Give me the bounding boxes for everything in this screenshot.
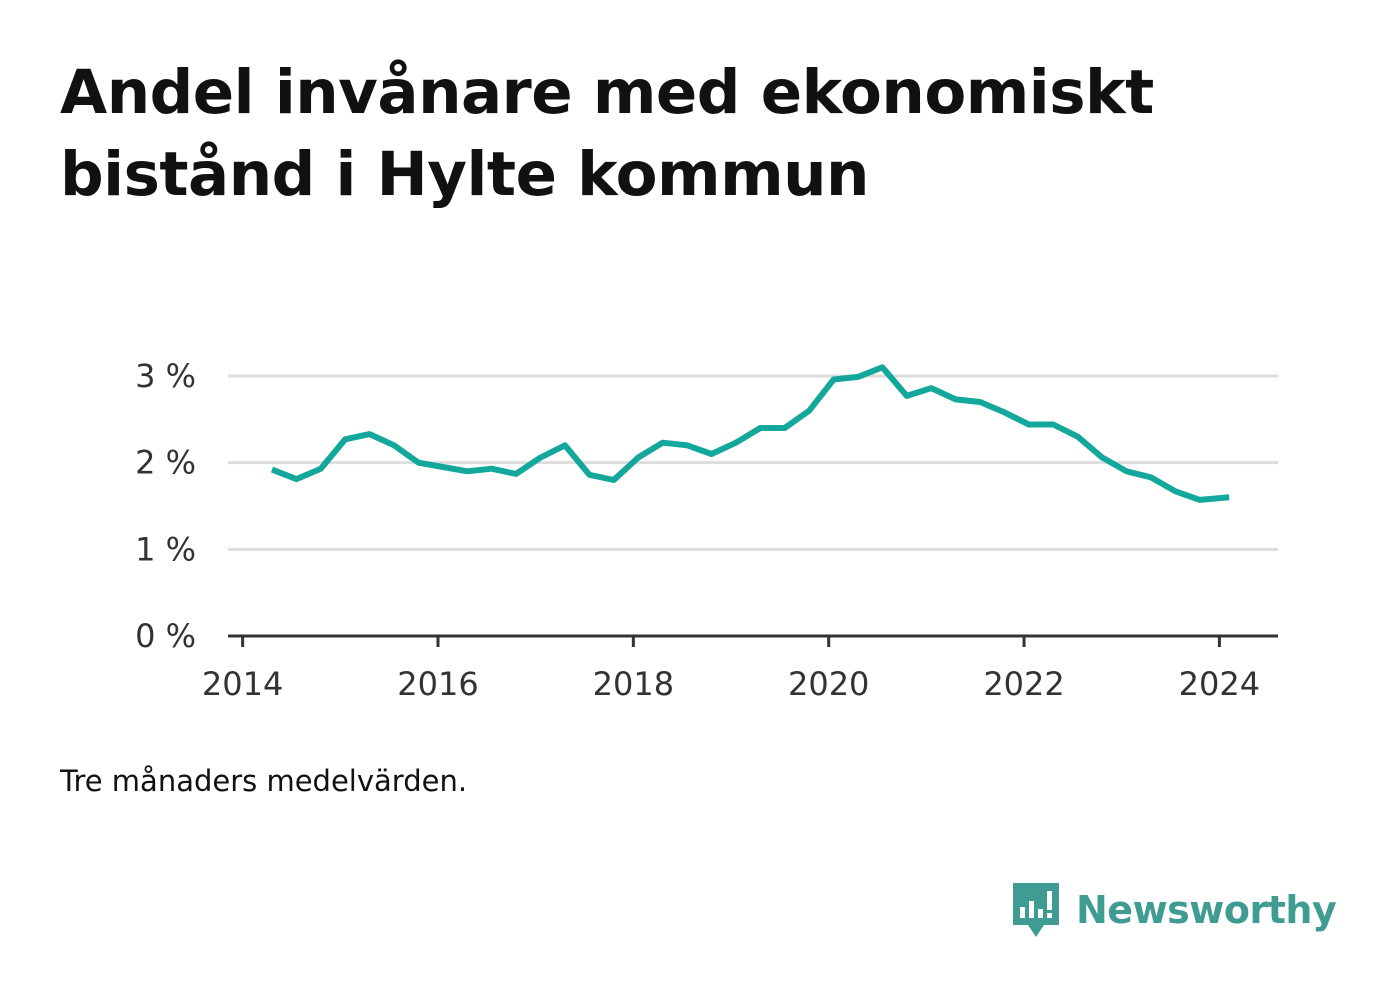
x-tick-label: 2018	[593, 665, 674, 703]
brand-name: Newsworthy	[1076, 888, 1337, 932]
chart-note: Tre månaders medelvärden.	[60, 764, 468, 798]
x-tick-label: 2022	[983, 665, 1064, 703]
x-axis	[228, 634, 1278, 647]
line-chart: 0 % 1 % 2 % 3 % 2014 2016 2018 2020 2022 2024	[135, 357, 1278, 703]
tick-labels: 0 % 1 % 2 % 3 % 2014 2016 2018 2020 2022 2024	[135, 357, 1260, 703]
series-layer	[270, 364, 1230, 503]
x-tick-label: 2014	[202, 665, 283, 703]
brand-logo: Newsworthy	[1010, 878, 1337, 942]
bar-chart-speech-bubble-icon	[1013, 883, 1059, 937]
y-tick-label: 1 %	[135, 530, 196, 568]
y-tick-label: 0 %	[135, 617, 196, 655]
chart-title: Andel invånare med ekonomiskt bistånd i …	[60, 57, 1154, 210]
x-tick-label: 2016	[397, 665, 478, 703]
gridlines	[228, 374, 1278, 551]
series-line	[270, 364, 1230, 503]
y-tick-label: 2 %	[135, 444, 196, 482]
x-tick-label: 2020	[788, 665, 869, 703]
x-tick-label: 2024	[1179, 665, 1260, 703]
y-tick-label: 3 %	[135, 357, 196, 395]
